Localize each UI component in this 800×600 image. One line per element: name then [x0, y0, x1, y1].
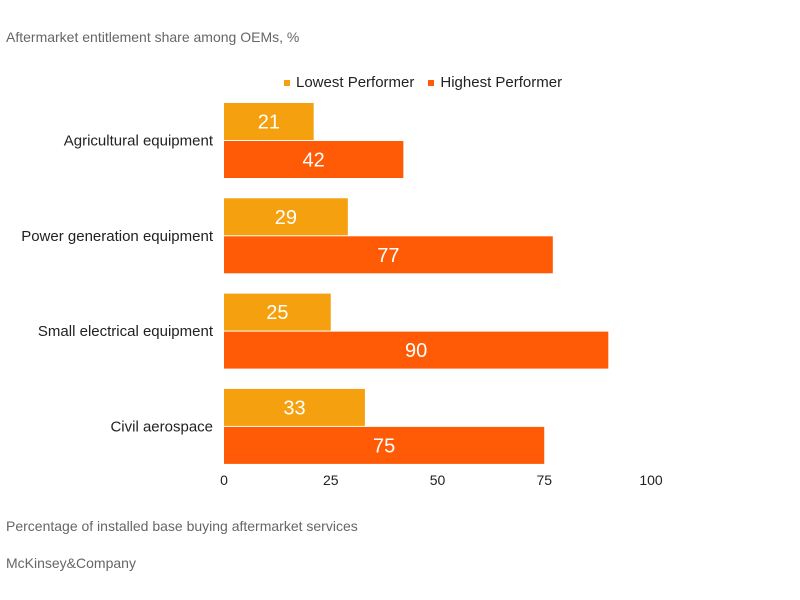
bar-lowest-performer-civil-aerospace: [224, 388, 365, 426]
bar-lowest-performer-small-electrical-equipment: [224, 293, 331, 331]
x-tick-label-100: 100: [639, 472, 663, 488]
category-label-power-generation-equipment: Power generation equipment: [21, 228, 214, 245]
legend-item-highest: Highest Performer: [428, 74, 562, 91]
source-logo-text: McKinsey&Company: [6, 555, 136, 571]
data-label-highest-performer-agricultural-equipment: 42: [303, 150, 325, 172]
legend-label-lowest: Lowest Performer: [296, 74, 415, 91]
legend-swatch-lowest: [284, 79, 290, 86]
chart-legend: Lowest Performer Highest Performer: [284, 74, 562, 91]
data-label-lowest-performer-civil-aerospace: 33: [283, 397, 305, 419]
data-label-highest-performer-small-electrical-equipment: 90: [405, 340, 427, 362]
x-tick-label-0: 0: [220, 472, 228, 488]
data-label-lowest-performer-small-electrical-equipment: 25: [266, 302, 288, 324]
category-label-civil-aerospace: Civil aerospace: [110, 418, 213, 435]
bar-lowest-performer-agricultural-equipment: [224, 103, 314, 140]
bar-highest-performer-agricultural-equipment: [224, 141, 404, 178]
bar-lowest-performer-power-generation-equipment: [224, 198, 348, 236]
legend-swatch-highest: [428, 79, 435, 86]
data-label-highest-performer-civil-aerospace: 75: [373, 435, 395, 457]
data-label-highest-performer-power-generation-equipment: 77: [377, 245, 399, 267]
x-tick-label-25: 25: [323, 472, 339, 488]
legend-label-highest: Highest Performer: [440, 74, 563, 91]
data-label-lowest-performer-power-generation-equipment: 29: [275, 207, 297, 229]
bar-highest-performer-civil-aerospace: [224, 426, 545, 464]
bar-highest-performer-small-electrical-equipment: [224, 331, 609, 369]
data-label-lowest-performer-agricultural-equipment: 21: [258, 112, 280, 134]
category-label-small-electrical-equipment: Small electrical equipment: [38, 323, 214, 340]
x-tick-label-50: 50: [430, 472, 446, 488]
bar-highest-performer-power-generation-equipment: [224, 236, 553, 274]
chart-subtitle: Aftermarket entitlement share among OEMs…: [6, 29, 300, 45]
x-tick-label-75: 75: [536, 472, 552, 488]
x-axis-label: Percentage of installed base buying afte…: [6, 518, 358, 534]
legend-item-lowest: Lowest Performer: [284, 74, 414, 91]
category-label-agricultural-equipment: Agricultural equipment: [64, 133, 214, 150]
